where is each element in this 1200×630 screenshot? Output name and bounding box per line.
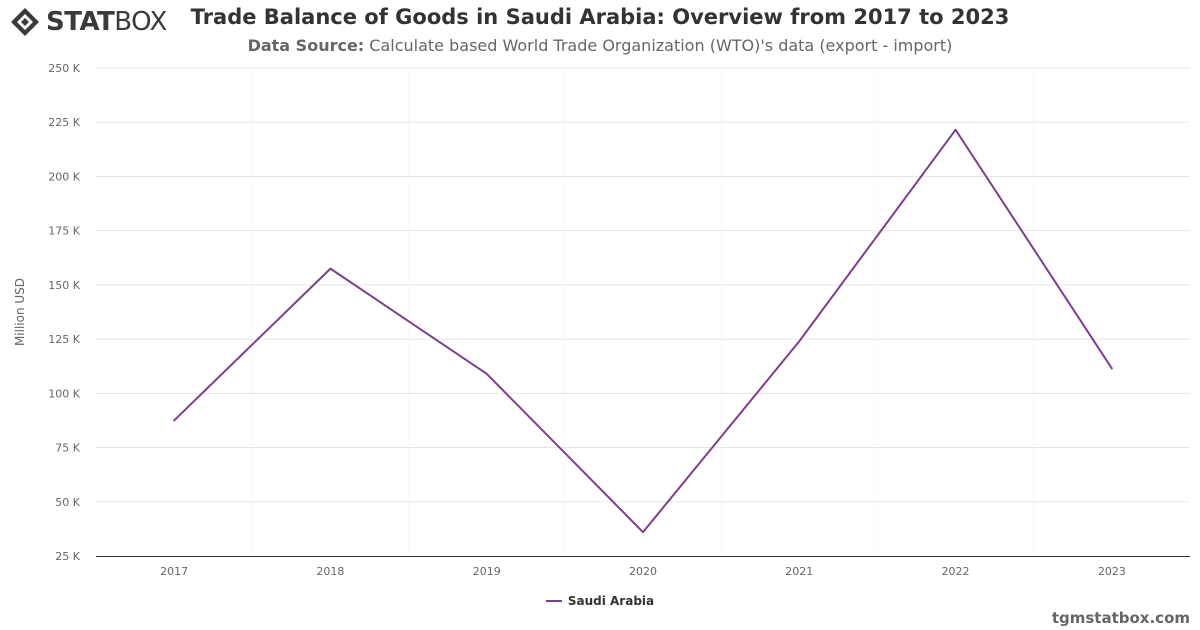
series-layer [172,128,1114,534]
logo-text-bold: STAT [46,7,115,37]
data-point[interactable] [954,128,958,132]
y-tick-label: 100 K [48,387,80,400]
x-tick-label: 2020 [629,565,657,578]
statbox-diamond-icon [11,8,39,36]
y-tick-label: 75 K [55,442,80,455]
subtitle-label: Data Source: [247,36,365,55]
x-tick-label: 2019 [473,565,501,578]
y-tick-label: 225 K [48,116,80,129]
subtitle-text: Calculate based World Trade Organization… [369,36,953,55]
y-tick-label: 175 K [48,225,80,238]
axis-layer: 25 K 50 K 75 K 100 K 125 K 150 K 175 K 200 K 225… [48,62,1190,578]
legend[interactable]: Saudi Arabia [0,594,1200,608]
y-tick-label: 150 K [48,279,80,292]
chart-subtitle: Data Source: Calculate based World Trade… [0,36,1200,55]
legend-swatch [545,600,562,602]
line-chart: 25 K 50 K 75 K 100 K 125 K 150 K 175 K 200 K 225… [48,62,1190,578]
legend-label-saudi-arabia[interactable]: Saudi Arabia [567,594,655,608]
x-tick-label: 2022 [942,565,970,578]
y-tick-label: 25 K [55,550,80,563]
grid-layer [96,67,1190,556]
logo-wordmark: STATBOX [46,9,167,35]
y-tick-label: 200 K [48,170,80,183]
data-point[interactable] [797,339,801,343]
x-tick-label: 2021 [785,565,813,578]
data-point[interactable] [485,372,489,376]
chart-title: Trade Balance of Goods in Saudi Arabia: … [190,5,1010,29]
data-point[interactable] [641,530,645,534]
series-line[interactable] [173,128,1113,534]
data-point[interactable] [328,267,332,271]
y-tick-label: 50 K [55,496,80,509]
data-point[interactable] [1110,366,1114,370]
x-tick-label: 2017 [160,565,188,578]
y-tick-label: 250 K [48,62,80,75]
statbox-logo: STATBOX [10,6,167,38]
x-tick-label: 2023 [1098,565,1126,578]
y-tick-label: 125 K [48,333,80,346]
x-tick-label: 2018 [316,565,344,578]
site-credit[interactable]: tgmstatbox.com [1051,609,1190,627]
logo-text-light: BOX [114,7,167,37]
data-point[interactable] [172,418,176,422]
